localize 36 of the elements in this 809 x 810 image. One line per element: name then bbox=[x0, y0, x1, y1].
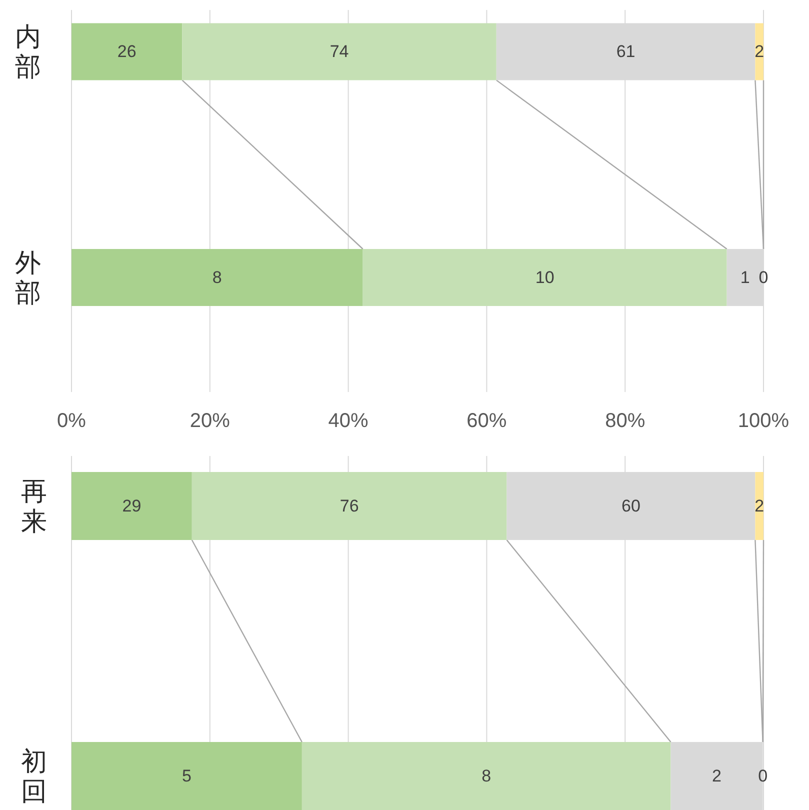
y-tick-label: 外部 bbox=[15, 248, 41, 308]
annotation: 0 bbox=[758, 268, 768, 287]
annotation: 2 bbox=[712, 766, 722, 786]
annotation: 60 bbox=[622, 496, 640, 516]
y-tick-label: 再来 bbox=[21, 476, 47, 536]
bar bbox=[72, 472, 192, 540]
annotation: 26 bbox=[117, 42, 136, 62]
annotation: 76 bbox=[340, 496, 359, 516]
bar bbox=[362, 249, 727, 306]
annotation: 1 bbox=[740, 268, 750, 287]
bar bbox=[755, 23, 764, 80]
x-tick-label: 100% bbox=[738, 410, 790, 432]
annotation: 2 bbox=[754, 42, 764, 62]
x-tick-label: 20% bbox=[190, 410, 230, 432]
y-tick-label: 初回 bbox=[21, 746, 47, 806]
annotation: 10 bbox=[535, 268, 554, 287]
bar bbox=[192, 472, 507, 540]
annotation: 8 bbox=[482, 766, 492, 786]
bar bbox=[72, 249, 363, 306]
bar bbox=[302, 742, 671, 810]
x-tick-label: 40% bbox=[328, 410, 369, 432]
y-tick-label: 内部 bbox=[15, 22, 41, 82]
bar bbox=[72, 23, 182, 80]
annotation: 61 bbox=[616, 42, 636, 62]
x-tick-label: 0% bbox=[57, 410, 86, 432]
annotation: 74 bbox=[330, 42, 349, 62]
annotation: 5 bbox=[182, 766, 192, 786]
annotation: 8 bbox=[212, 268, 222, 287]
x-tick-label: 80% bbox=[605, 410, 646, 432]
bar bbox=[755, 472, 764, 540]
x-tick-label: 60% bbox=[466, 410, 507, 432]
annotation: 2 bbox=[754, 496, 764, 516]
bar bbox=[182, 23, 496, 80]
annotation: 29 bbox=[122, 496, 142, 516]
annotation: 0 bbox=[758, 766, 768, 786]
bar bbox=[72, 742, 302, 810]
